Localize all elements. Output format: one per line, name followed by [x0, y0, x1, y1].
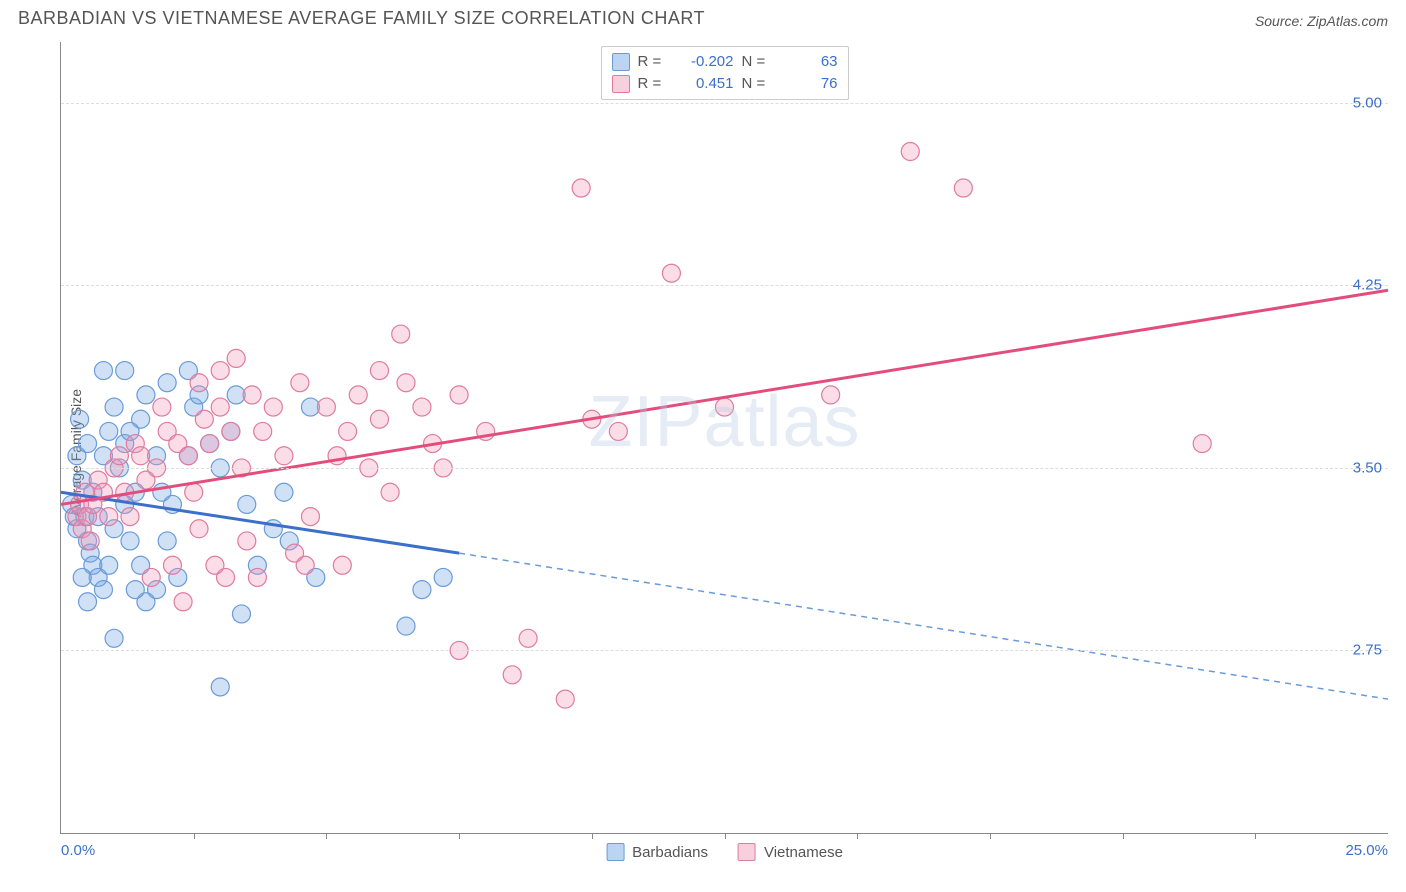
swatch-blue-icon — [606, 843, 624, 861]
x-min-label: 0.0% — [61, 842, 95, 859]
swatch-pink-icon — [738, 843, 756, 861]
chart-title: BARBADIAN VS VIETNAMESE AVERAGE FAMILY S… — [18, 8, 705, 29]
legend-row-vietnamese: R = 0.451 N = 76 — [612, 73, 838, 95]
source-credit: Source: ZipAtlas.com — [1255, 13, 1388, 29]
y-tick-label: 3.50 — [1353, 459, 1382, 476]
x-max-label: 25.0% — [1345, 842, 1388, 859]
r-label: R = — [638, 51, 666, 73]
legend-label: Vietnamese — [764, 844, 843, 861]
n-label: N = — [742, 51, 770, 73]
legend-row-barbadians: R = -0.202 N = 63 — [612, 51, 838, 73]
lines-layer — [61, 42, 1388, 833]
legend-label: Barbadians — [632, 844, 708, 861]
r-value: -0.202 — [674, 51, 734, 73]
r-value: 0.451 — [674, 73, 734, 95]
y-tick-label: 4.25 — [1353, 277, 1382, 294]
y-tick-label: 5.00 — [1353, 94, 1382, 111]
n-value: 76 — [778, 73, 838, 95]
r-label: R = — [638, 73, 666, 95]
n-value: 63 — [778, 51, 838, 73]
swatch-pink-icon — [612, 75, 630, 93]
plot-region: R = -0.202 N = 63 R = 0.451 N = 76 ZIPat… — [60, 42, 1388, 834]
swatch-blue-icon — [612, 53, 630, 71]
y-tick-label: 2.75 — [1353, 642, 1382, 659]
series-legend: Barbadians Vietnamese — [606, 843, 843, 861]
legend-item-vietnamese: Vietnamese — [738, 843, 843, 861]
n-label: N = — [742, 73, 770, 95]
correlation-legend: R = -0.202 N = 63 R = 0.451 N = 76 — [601, 46, 849, 100]
chart-area: Average Family Size R = -0.202 N = 63 R … — [18, 42, 1388, 864]
legend-item-barbadians: Barbadians — [606, 843, 708, 861]
